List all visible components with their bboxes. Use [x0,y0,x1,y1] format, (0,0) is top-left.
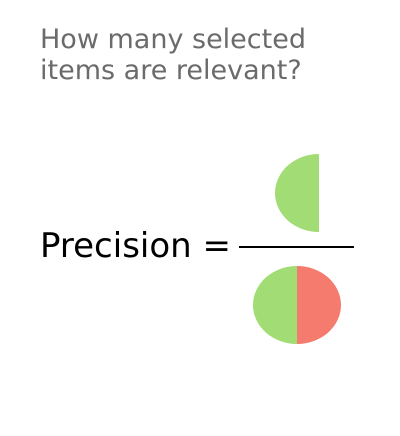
question-line-1: How many selected [40,24,306,55]
numerator-relevant-half [275,154,319,232]
precision-label: Precision = [40,226,232,266]
question-line-2: items are relevant? [40,55,302,86]
question-title: How many selected items are relevant? [40,24,380,86]
denominator-relevant-half [253,266,297,344]
precision-fraction-diagram [239,154,354,344]
denominator-not-relevant-half [297,266,341,344]
